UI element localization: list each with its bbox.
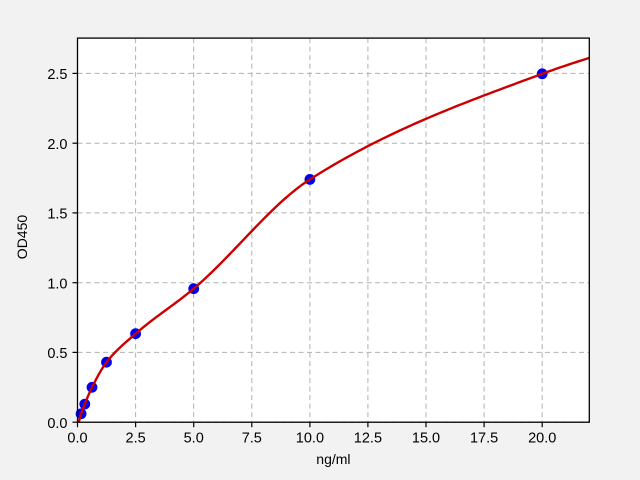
svg-text:0.0: 0.0 <box>47 416 67 432</box>
svg-text:1.0: 1.0 <box>47 276 67 292</box>
svg-text:17.5: 17.5 <box>470 431 498 447</box>
svg-text:ng/ml: ng/ml <box>316 451 350 467</box>
svg-text:20.0: 20.0 <box>528 431 556 447</box>
svg-text:2.0: 2.0 <box>47 137 67 153</box>
svg-text:OD450: OD450 <box>14 215 30 260</box>
svg-text:2.5: 2.5 <box>47 67 67 83</box>
svg-text:10.0: 10.0 <box>296 431 324 447</box>
svg-text:0.5: 0.5 <box>47 346 67 362</box>
svg-text:7.5: 7.5 <box>242 431 262 447</box>
svg-text:1.5: 1.5 <box>47 207 67 223</box>
svg-text:5.0: 5.0 <box>184 431 204 447</box>
svg-text:2.5: 2.5 <box>126 431 146 447</box>
svg-text:15.0: 15.0 <box>412 431 440 447</box>
svg-text:0.0: 0.0 <box>67 431 87 447</box>
svg-text:12.5: 12.5 <box>354 431 382 447</box>
